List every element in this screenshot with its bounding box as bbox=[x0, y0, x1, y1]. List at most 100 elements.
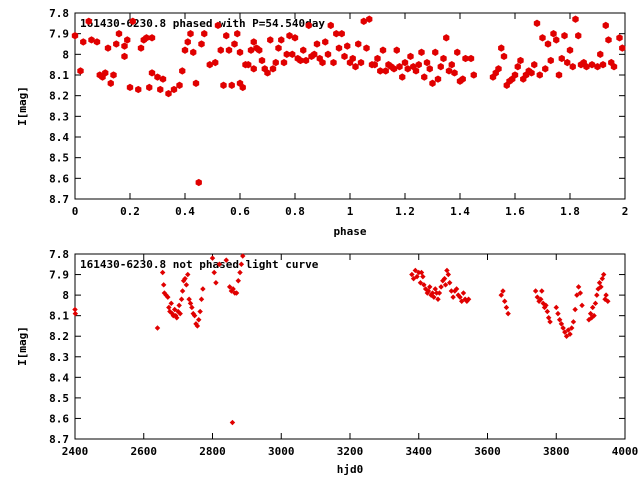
data-point bbox=[327, 21, 334, 30]
data-point bbox=[213, 280, 219, 286]
data-point bbox=[226, 284, 233, 290]
data-point bbox=[498, 292, 504, 298]
data-point bbox=[322, 38, 329, 46]
data-point bbox=[431, 294, 437, 300]
data-point bbox=[183, 282, 190, 288]
y-tick-label: 8.1 bbox=[49, 310, 69, 323]
data-point bbox=[458, 298, 465, 305]
data-point bbox=[542, 65, 549, 73]
plot-frame bbox=[74, 253, 626, 440]
data-point bbox=[184, 38, 191, 46]
data-point bbox=[420, 273, 426, 280]
data-point bbox=[498, 44, 505, 52]
data-point bbox=[436, 290, 443, 296]
data-point bbox=[258, 56, 266, 65]
data-point bbox=[429, 79, 436, 87]
data-point bbox=[414, 273, 420, 280]
y-tick-label: 8.3 bbox=[49, 110, 69, 123]
data-point bbox=[267, 36, 274, 44]
chart-title: 161430-6230.8 not phased light curve bbox=[80, 258, 319, 271]
axis-ticks: 2400 2600 2800 3000 3200 3400 3600 3800 4000 7.8 7… bbox=[49, 248, 638, 458]
data-point bbox=[550, 30, 557, 38]
data-point bbox=[563, 333, 570, 339]
data-point bbox=[230, 286, 236, 292]
data-point bbox=[594, 63, 601, 71]
y-tick-label: 8.7 bbox=[49, 193, 69, 206]
data-point bbox=[561, 32, 568, 40]
data-point bbox=[421, 73, 428, 81]
data-point bbox=[311, 50, 318, 58]
x-tick-label: 1 bbox=[347, 205, 354, 218]
data-point bbox=[412, 67, 420, 75]
data-point bbox=[602, 21, 609, 30]
data-point bbox=[283, 50, 290, 58]
data-point bbox=[540, 300, 546, 307]
data-point bbox=[453, 286, 460, 292]
data-point bbox=[566, 46, 574, 54]
data-point bbox=[558, 54, 565, 63]
data-point bbox=[544, 308, 551, 315]
y-tick-label: 8.5 bbox=[49, 152, 69, 165]
data-point bbox=[454, 48, 461, 56]
data-point bbox=[371, 61, 378, 69]
x-tick-label: 3800 bbox=[543, 445, 570, 458]
data-point bbox=[220, 81, 227, 89]
data-point bbox=[390, 65, 398, 73]
x-tick-label: 2 bbox=[622, 205, 629, 218]
data-point bbox=[605, 36, 612, 44]
data-point bbox=[603, 292, 609, 298]
data-point bbox=[264, 69, 271, 77]
data-point bbox=[547, 319, 553, 325]
data-point bbox=[425, 288, 432, 294]
y-tick-label: 8.3 bbox=[49, 351, 69, 364]
data-point bbox=[444, 267, 450, 274]
y-tick-label: 8.5 bbox=[49, 392, 69, 405]
data-point bbox=[135, 85, 142, 94]
data-point bbox=[352, 63, 359, 71]
data-point bbox=[598, 284, 604, 290]
data-point bbox=[93, 38, 101, 46]
data-point bbox=[211, 269, 217, 276]
data-point bbox=[500, 52, 508, 61]
data-point bbox=[534, 294, 541, 300]
data-point bbox=[85, 17, 92, 25]
data-point bbox=[72, 306, 78, 313]
data-point bbox=[500, 288, 506, 294]
data-point bbox=[599, 275, 606, 282]
data-point bbox=[174, 314, 180, 321]
data-point bbox=[148, 69, 156, 77]
x-tick-label: 3200 bbox=[337, 445, 364, 458]
data-point bbox=[217, 46, 224, 54]
y-axis-label: I[mag] bbox=[16, 86, 29, 126]
data-point bbox=[599, 61, 607, 69]
y-tick-label: 7.8 bbox=[49, 248, 69, 261]
data-point bbox=[275, 44, 282, 52]
data-point bbox=[357, 58, 365, 67]
y-tick-label: 8.1 bbox=[49, 69, 69, 82]
data-point bbox=[432, 48, 439, 56]
data-point bbox=[272, 58, 279, 67]
data-point bbox=[178, 296, 185, 302]
data-point bbox=[231, 40, 238, 48]
data-point bbox=[269, 65, 277, 73]
data-point bbox=[179, 67, 186, 75]
data-point bbox=[187, 30, 194, 38]
data-point bbox=[577, 290, 584, 296]
data-point bbox=[401, 58, 409, 67]
data-point bbox=[432, 286, 438, 292]
data-point bbox=[286, 32, 293, 40]
data-point bbox=[495, 65, 502, 73]
data-point bbox=[179, 288, 186, 294]
data-point bbox=[565, 327, 572, 333]
data-point bbox=[427, 284, 433, 290]
y-tick-label: 8.7 bbox=[49, 433, 69, 446]
data-points bbox=[71, 15, 626, 187]
data-point bbox=[536, 71, 543, 79]
data-point bbox=[171, 306, 178, 313]
data-point bbox=[445, 67, 453, 75]
data-point bbox=[209, 255, 216, 261]
data-point bbox=[194, 323, 201, 329]
y-tick-label: 8.6 bbox=[49, 172, 69, 185]
data-point bbox=[102, 69, 109, 77]
data-point bbox=[319, 58, 326, 67]
